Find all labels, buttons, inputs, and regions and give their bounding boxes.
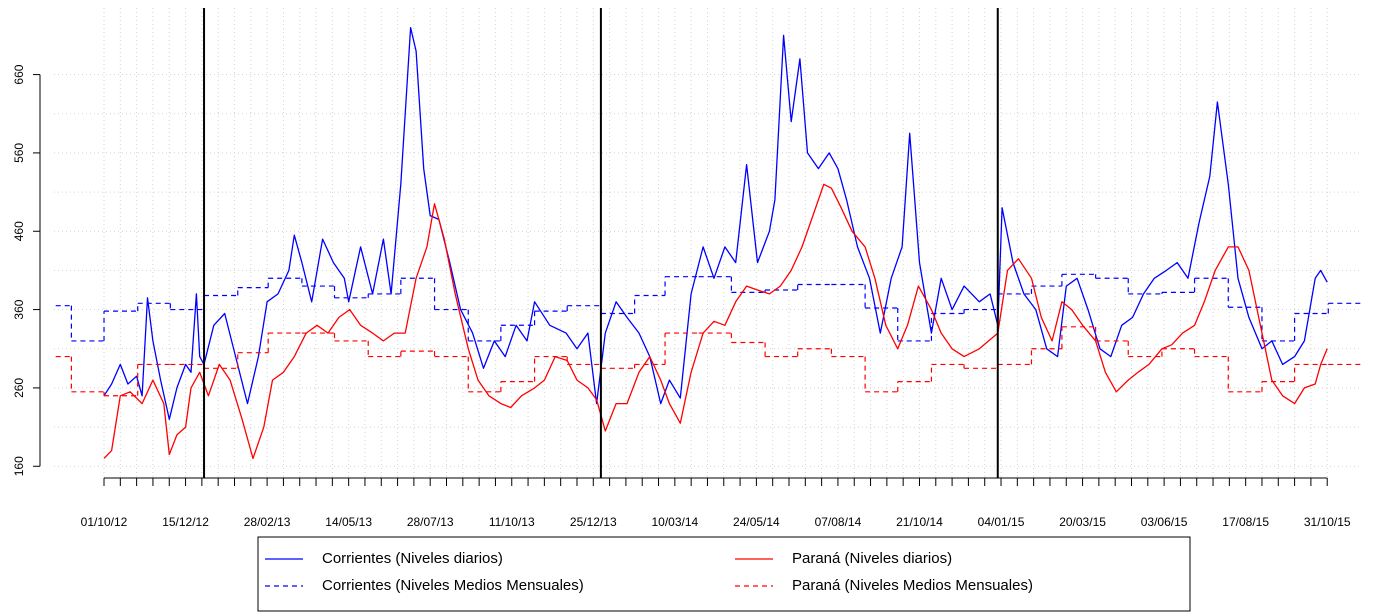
x-tick-label: 03/06/15 bbox=[1141, 515, 1188, 529]
x-tick-label: 07/08/14 bbox=[815, 515, 862, 529]
x-tick-label: 01/10/12 bbox=[81, 515, 128, 529]
x-tick-label: 25/12/13 bbox=[570, 515, 617, 529]
plot-area bbox=[54, 26, 1362, 460]
x-tick-label: 24/05/14 bbox=[733, 515, 780, 529]
legend-box bbox=[257, 536, 1191, 612]
x-tick-label: 10/03/14 bbox=[651, 515, 698, 529]
x-tick-label: 04/01/15 bbox=[978, 515, 1025, 529]
legend-label: Corrientes (Niveles diarios) bbox=[322, 550, 503, 567]
x-tick-label: 15/12/12 bbox=[162, 515, 209, 529]
x-tick-label: 21/10/14 bbox=[896, 515, 943, 529]
y-tick-label: 360 bbox=[12, 299, 26, 319]
legend-label: Paraná (Niveles Medios Mensuales) bbox=[792, 577, 1033, 594]
x-tick-label: 11/10/13 bbox=[489, 515, 535, 529]
x-tick-label: 31/10/15 bbox=[1304, 515, 1351, 529]
y-tick-label: 460 bbox=[12, 221, 26, 241]
x-tick-label: 20/03/15 bbox=[1059, 515, 1106, 529]
x-tick-label: 28/07/13 bbox=[407, 515, 454, 529]
x-tick-label: 17/08/15 bbox=[1222, 515, 1269, 529]
y-tick-label: 560 bbox=[12, 143, 26, 163]
x-tick-label: 14/05/13 bbox=[325, 515, 372, 529]
axes: 160 260 360 460 560 660 01/10/12 15/12/12 28/02/… bbox=[12, 8, 1351, 529]
legend: Corrientes (Niveles diarios) Corrientes (… bbox=[257, 536, 1191, 612]
series-line bbox=[103, 26, 1328, 420]
y-tick-label: 260 bbox=[12, 378, 26, 398]
y-tick-label: 660 bbox=[12, 64, 26, 84]
legend-label: Corrientes (Niveles Medios Mensuales) bbox=[322, 577, 584, 594]
series-line bbox=[103, 183, 1328, 460]
legend-label: Paraná (Niveles diarios) bbox=[792, 550, 952, 567]
grid bbox=[54, 8, 1362, 478]
y-tick-label: 160 bbox=[12, 456, 26, 476]
x-tick-label: 28/02/13 bbox=[244, 515, 291, 529]
